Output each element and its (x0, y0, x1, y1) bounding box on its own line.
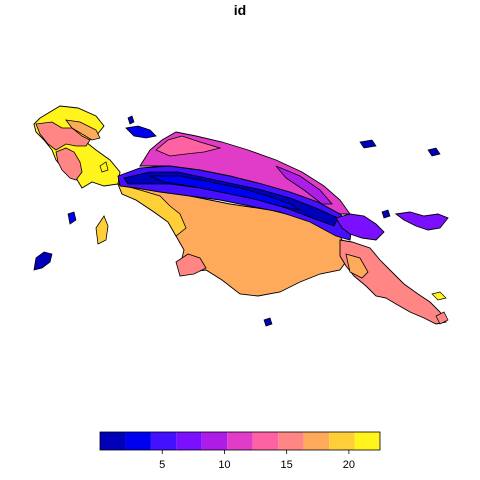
legend-swatch (354, 432, 380, 450)
region-south-salmon-left (175, 253, 207, 277)
legend-tick-label: 20 (343, 459, 355, 471)
island-waigeo-blue (125, 125, 157, 139)
region-birdshead-orange (65, 119, 101, 141)
island-newbritain-purple (394, 211, 449, 231)
region-birdshead-salmon-2 (55, 147, 83, 181)
region-east-salmon (339, 239, 447, 325)
legend-swatch (303, 432, 330, 450)
region-highlands-navy (123, 171, 339, 227)
island-north-navy-1 (359, 139, 377, 149)
region-south-gold-west (117, 183, 187, 237)
island-south-navy (263, 317, 273, 327)
region-east-orange (345, 253, 369, 279)
legend-swatch (125, 432, 151, 450)
legend-border (99, 431, 381, 451)
color-legend: 5 10 15 20 (99, 431, 381, 471)
legend-swatch (150, 432, 177, 450)
island-north-navy-3 (127, 115, 135, 125)
island-west-navy-2 (67, 211, 77, 225)
legend-swatch (252, 432, 279, 450)
legend-swatch (100, 432, 126, 450)
island-aru-gold (95, 215, 109, 245)
legend-tick-label: 15 (281, 459, 293, 471)
island-north-navy-2 (427, 147, 441, 157)
map-title: id (233, 2, 247, 18)
island-west-yellow (99, 161, 109, 173)
region-highlands-blue-2 (149, 175, 301, 211)
legend-swatch (278, 432, 304, 450)
legend-swatch (329, 432, 355, 450)
island-east-navy (381, 209, 391, 219)
island-southeast-yellow (431, 291, 447, 301)
island-west-navy-1 (33, 251, 53, 271)
legend-tick-label: 5 (159, 459, 165, 471)
region-birdshead-salmon (35, 121, 91, 151)
legend-swatch (201, 432, 228, 450)
region-north-pink (155, 135, 222, 157)
legend-tick-label: 10 (218, 459, 230, 471)
region-east-purple (335, 213, 385, 241)
region-north-violet (275, 165, 333, 205)
legend-swatch (227, 432, 253, 450)
island-southeast-salmon (435, 311, 449, 325)
legend-swatch (176, 432, 202, 450)
